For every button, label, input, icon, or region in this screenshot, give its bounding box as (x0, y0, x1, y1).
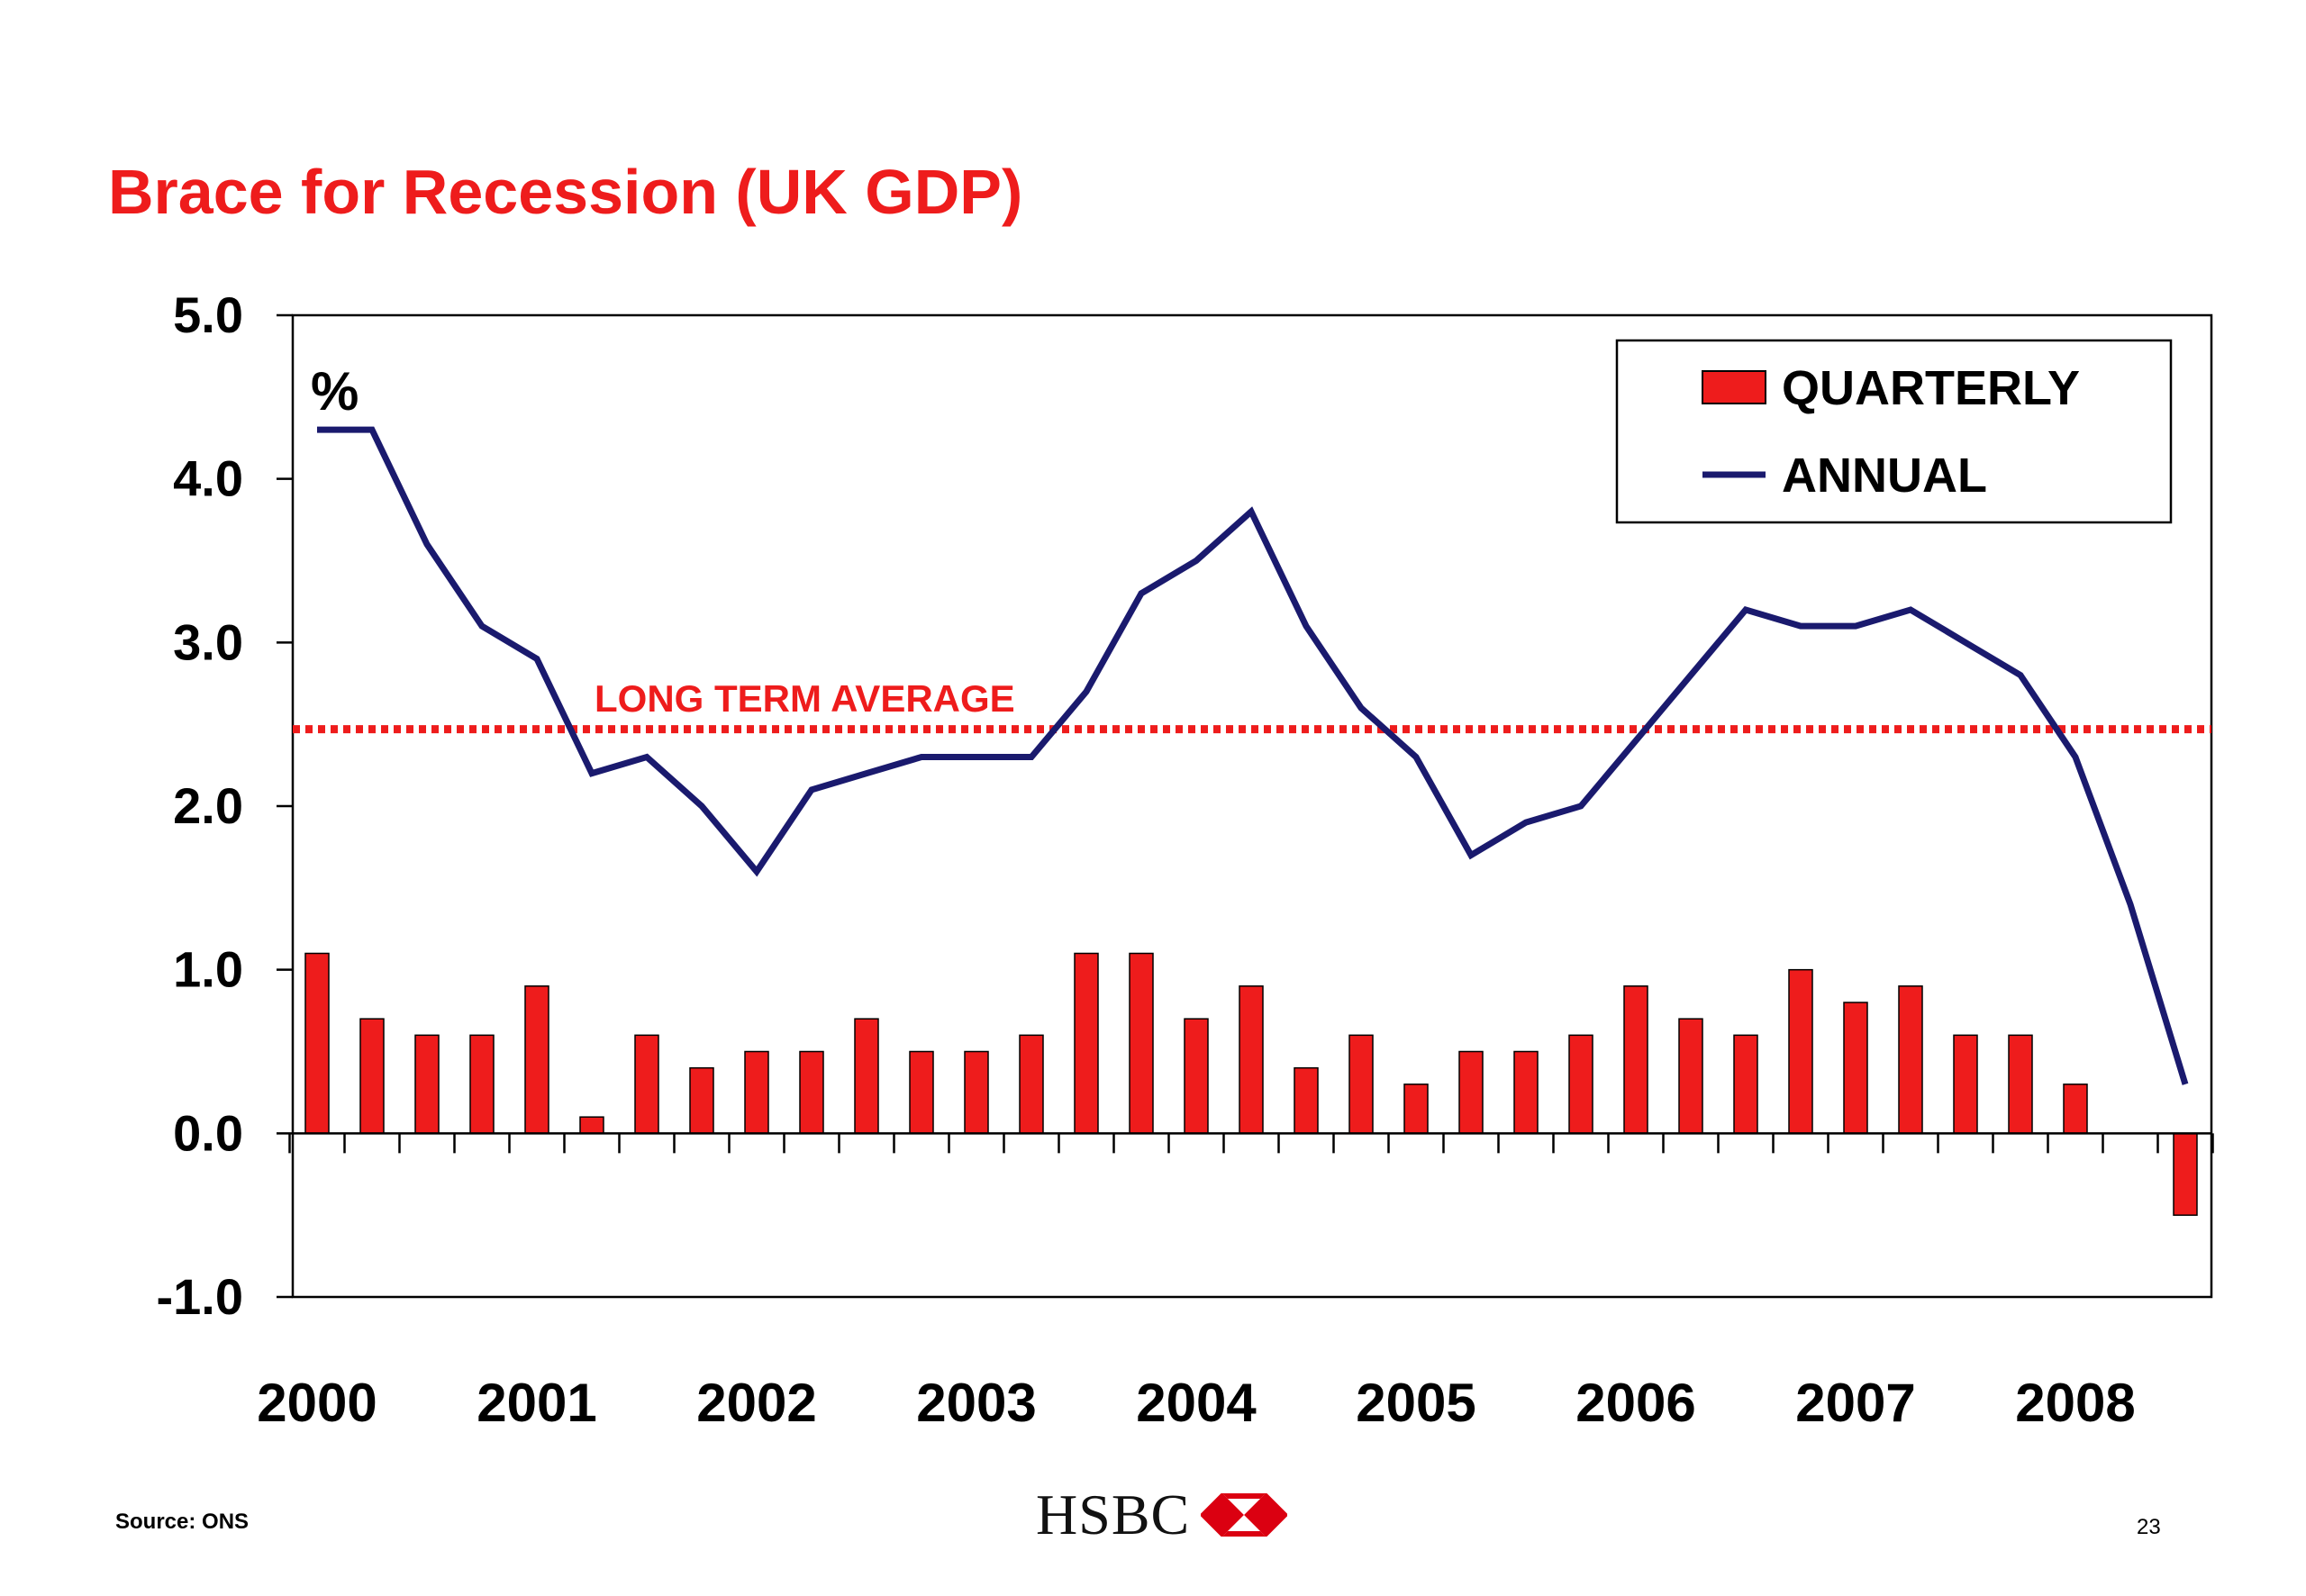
hsbc-hexagon-icon (1201, 1493, 1288, 1537)
legend-label-annual: ANNUAL (1782, 449, 1987, 503)
quarterly-bar (579, 1116, 604, 1135)
quarterly-bar (1788, 968, 1813, 1135)
quarterly-bar (1239, 985, 1264, 1135)
source-note: Source: ONS (115, 1510, 250, 1534)
quarterly-bar (469, 1034, 495, 1135)
quarterly-bar (1348, 1034, 1374, 1135)
quarterly-bar (1623, 985, 1648, 1135)
legend-swatch-quarterly (1702, 370, 1766, 404)
y-tick-label: 2.0 (173, 777, 243, 834)
legend-label-quarterly: QUARTERLY (1782, 361, 2080, 415)
quarterly-bar (1184, 1018, 1209, 1135)
quarterly-bar (1953, 1034, 1978, 1135)
x-tick-label: 2001 (477, 1373, 596, 1433)
y-tick-label: 1.0 (173, 941, 243, 998)
quarterly-bar (304, 952, 330, 1135)
y-tick-label: 0.0 (173, 1104, 243, 1161)
long-term-average-label: LONG TERM AVERAGE (595, 677, 1015, 720)
quarterly-bar (2173, 1132, 2198, 1216)
quarterly-bar (1898, 985, 1923, 1135)
quarterly-bar (1129, 952, 1154, 1135)
annual-line (317, 426, 2189, 1085)
quarterly-bar (524, 985, 549, 1135)
page-number: 23 (2137, 1515, 2161, 1539)
quarterly-bar (1843, 1002, 1868, 1135)
quarterly-bar (1019, 1034, 1044, 1135)
quarterly-bar (799, 1050, 824, 1135)
quarterly-bar (1513, 1050, 1539, 1135)
quarterly-bar (634, 1034, 659, 1135)
x-tick-label: 2004 (1136, 1373, 1257, 1433)
quarterly-bar (744, 1050, 769, 1135)
quarterly-bar (414, 1034, 440, 1135)
x-tick-label: 2005 (1356, 1373, 1475, 1433)
y-tick-label: 4.0 (173, 450, 243, 507)
y-tick-label: 3.0 (173, 613, 243, 670)
legend: QUARTERLY ANNUAL (1615, 339, 2173, 524)
quarterly-bar (1733, 1034, 1758, 1135)
page-title: Brace for Recession (UK GDP) (108, 157, 1023, 227)
hsbc-logo: HSBC (1036, 1483, 1288, 1546)
quarterly-bar (2063, 1084, 2088, 1135)
x-tick-label: 2000 (257, 1373, 377, 1433)
x-tick-label: 2002 (696, 1373, 816, 1433)
quarterly-bar (854, 1018, 879, 1135)
quarterly-bar (1458, 1050, 1484, 1135)
quarterly-bar (1568, 1034, 1593, 1135)
quarterly-bar (689, 1066, 714, 1135)
y-tick-label: 5.0 (173, 286, 243, 343)
quarterly-bar (1403, 1084, 1429, 1135)
quarterly-bar (964, 1050, 989, 1135)
quarterly-bar (2008, 1034, 2033, 1135)
x-tick-label: 2008 (2015, 1373, 2135, 1433)
x-tick-label: 2007 (1795, 1373, 1915, 1433)
x-tick-label: 2006 (1575, 1373, 1695, 1433)
y-tick-label: -1.0 (157, 1268, 244, 1325)
quarterly-bar (1294, 1066, 1319, 1135)
quarterly-bar (1074, 952, 1099, 1135)
y-unit-label: % (311, 361, 359, 422)
quarterly-bar (909, 1050, 934, 1135)
x-tick-label: 2003 (916, 1373, 1036, 1433)
quarterly-bar (1678, 1018, 1703, 1135)
logo-text: HSBC (1036, 1483, 1191, 1546)
quarterly-bar (359, 1018, 385, 1135)
